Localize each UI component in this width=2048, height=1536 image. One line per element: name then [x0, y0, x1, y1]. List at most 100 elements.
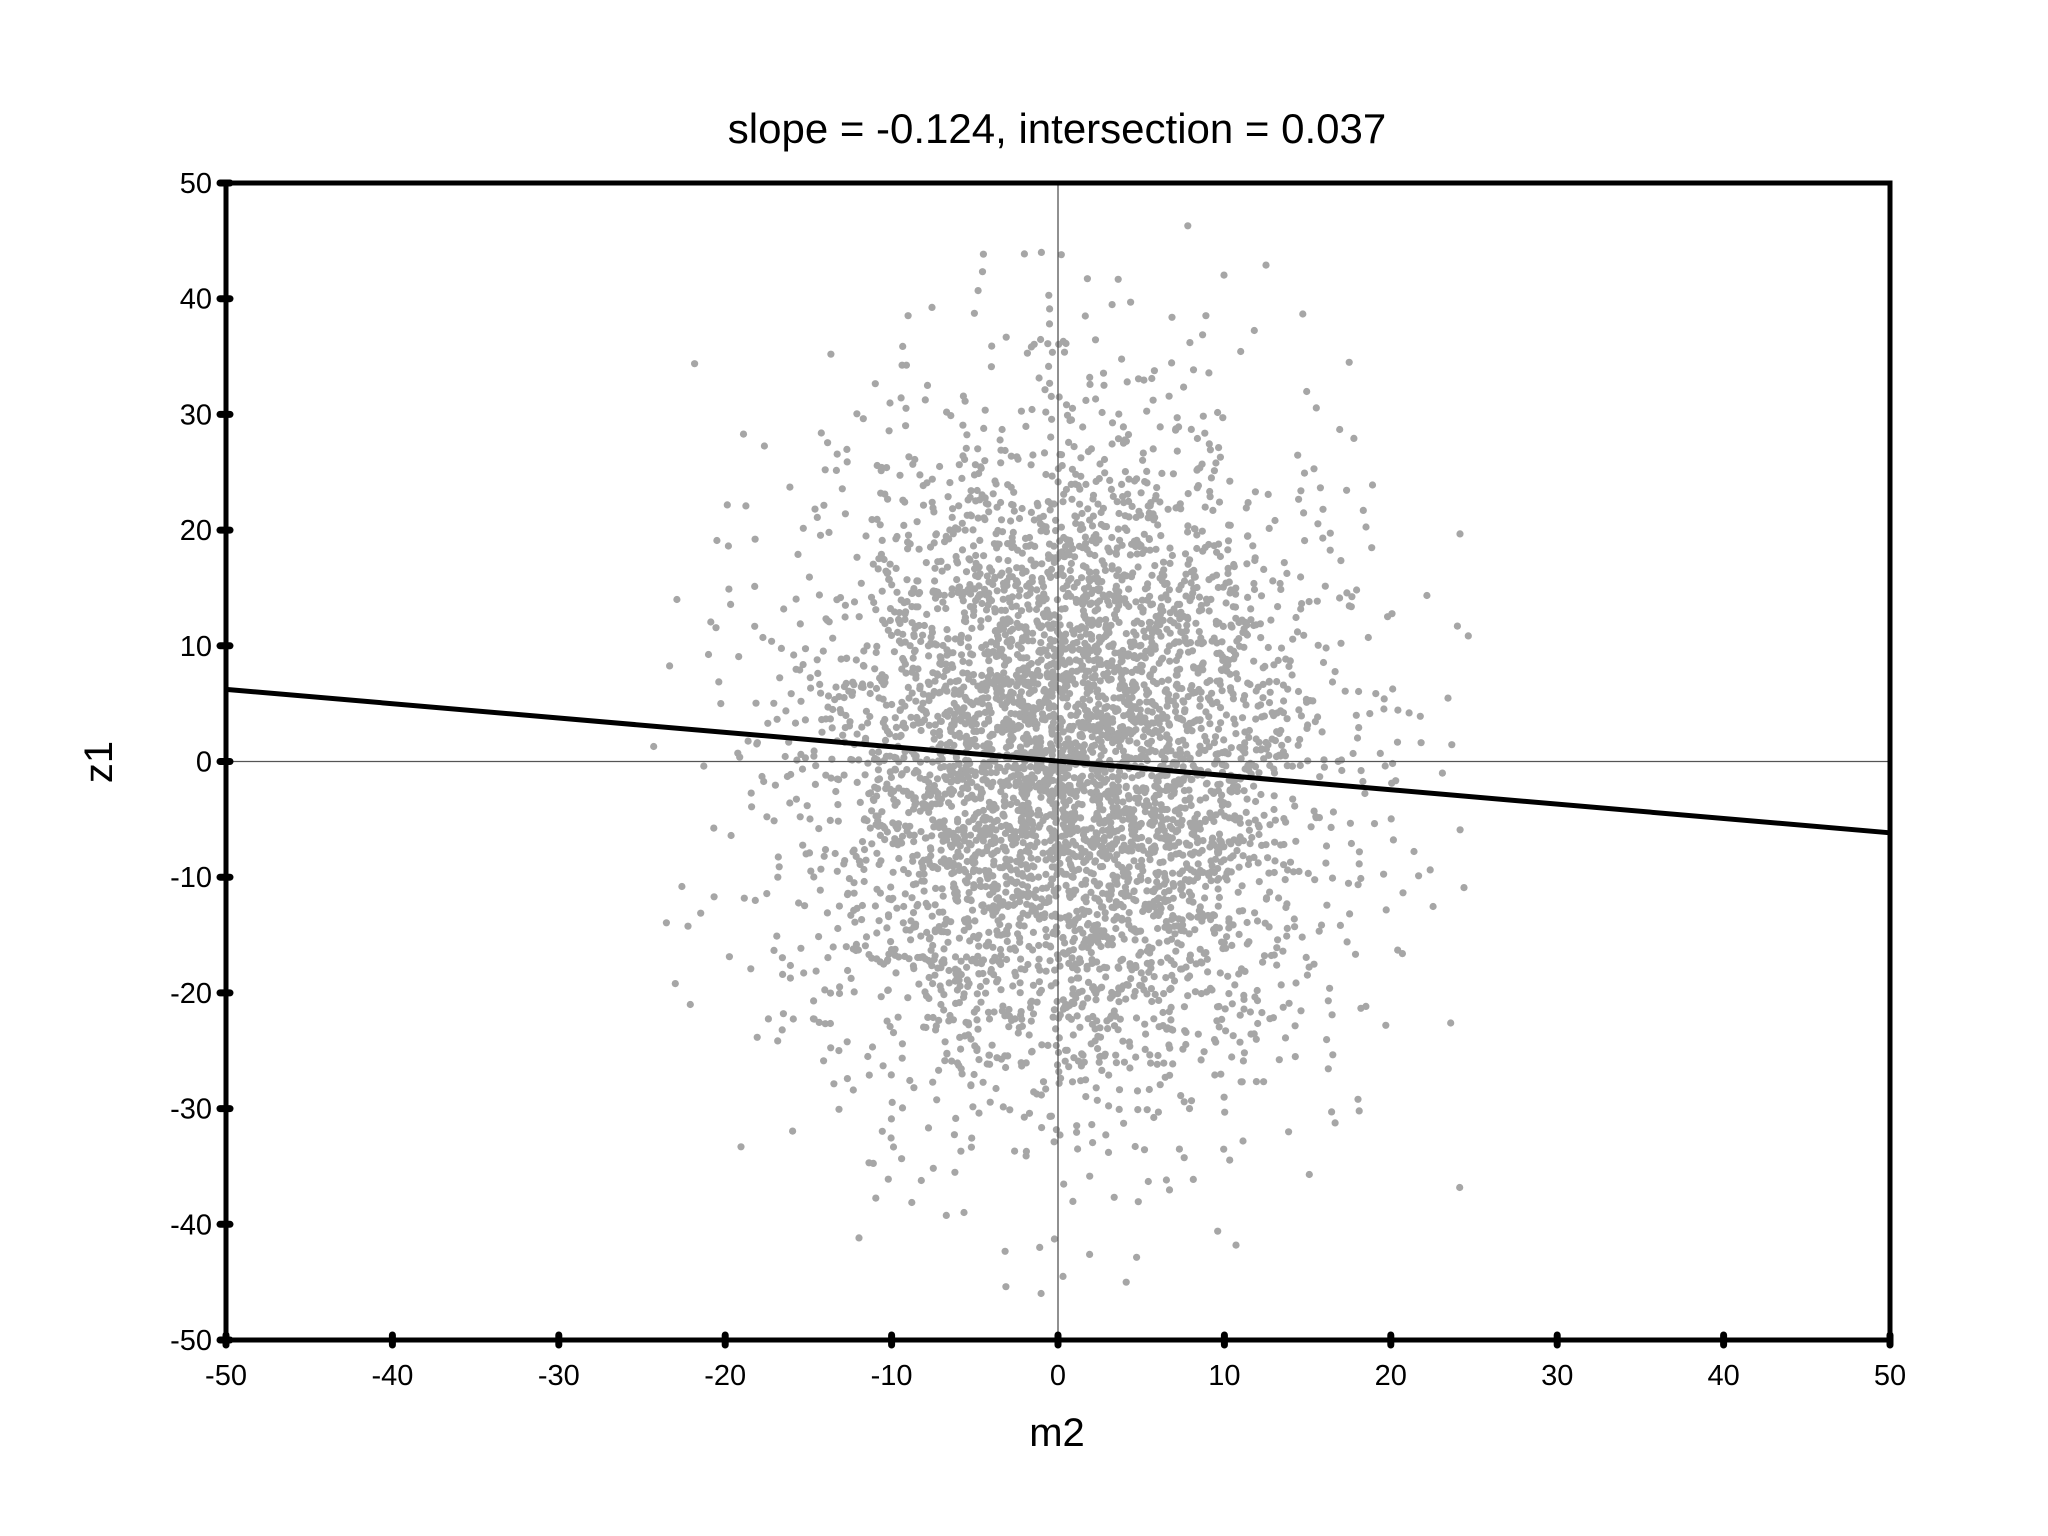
data-point: [1247, 616, 1255, 624]
data-point: [1154, 773, 1162, 781]
data-point: [871, 380, 879, 388]
data-point: [1068, 812, 1076, 820]
data-point: [1315, 927, 1323, 935]
data-point: [1096, 781, 1104, 789]
data-point: [1077, 454, 1085, 462]
data-point: [1223, 933, 1231, 941]
data-point: [943, 1050, 951, 1058]
data-point: [1186, 754, 1194, 762]
data-point: [1262, 261, 1270, 269]
data-point: [1464, 632, 1472, 640]
data-point: [1002, 888, 1010, 896]
data-point: [1175, 652, 1183, 660]
data-point: [1169, 894, 1177, 902]
data-point: [1155, 659, 1163, 667]
data-point: [815, 591, 824, 599]
data-point: [1145, 1085, 1153, 1094]
data-point: [1048, 723, 1056, 731]
data-point: [1150, 794, 1158, 802]
data-point: [1234, 675, 1242, 683]
data-point: [1145, 943, 1153, 951]
data-point: [1090, 835, 1098, 843]
data-point: [1252, 1078, 1260, 1086]
data-point: [1152, 545, 1160, 553]
data-point: [991, 839, 999, 847]
data-point: [1199, 666, 1207, 674]
data-point: [1022, 1147, 1030, 1155]
data-point: [941, 684, 949, 693]
data-point: [928, 800, 936, 808]
data-point: [941, 1057, 949, 1065]
data-point: [751, 622, 759, 630]
data-point: [970, 309, 979, 317]
data-point: [954, 835, 962, 843]
data-point: [1189, 366, 1198, 374]
data-point: [1252, 1035, 1260, 1043]
data-point: [1100, 561, 1108, 569]
data-point: [1190, 525, 1199, 533]
data-point: [1014, 679, 1022, 687]
data-point: [1300, 469, 1309, 477]
data-point: [1226, 1156, 1234, 1164]
data-point: [1120, 499, 1128, 507]
data-point: [986, 815, 994, 823]
data-point: [1313, 597, 1321, 605]
data-point: [1144, 876, 1152, 885]
data-point: [886, 560, 894, 568]
data-point: [1205, 607, 1213, 615]
data-point: [964, 634, 972, 642]
data-point: [1119, 493, 1127, 501]
data-point: [920, 800, 928, 808]
data-point: [921, 396, 929, 404]
data-point: [1094, 500, 1102, 508]
data-point: [1167, 1003, 1175, 1012]
data-point: [1113, 913, 1121, 921]
data-point: [1192, 960, 1200, 968]
data-point: [1094, 1045, 1102, 1053]
data-point: [751, 535, 759, 543]
data-point: [1141, 936, 1149, 944]
data-point: [987, 363, 996, 371]
data-point: [1244, 593, 1252, 602]
data-point: [1047, 500, 1055, 508]
data-point: [801, 716, 810, 724]
data-point: [1044, 340, 1052, 348]
data-point: [821, 1020, 829, 1028]
data-point: [923, 381, 932, 389]
data-point: [896, 471, 904, 479]
data-point: [1222, 944, 1230, 952]
data-point: [965, 818, 973, 826]
data-point: [1017, 848, 1025, 857]
data-point: [1049, 620, 1057, 628]
data-point: [1079, 695, 1087, 703]
data-point: [900, 521, 908, 530]
data-point: [1201, 429, 1209, 437]
data-point: [1215, 444, 1223, 452]
data-point: [993, 978, 1001, 986]
data-point: [1092, 787, 1100, 796]
data-point: [942, 604, 950, 613]
data-point: [751, 582, 759, 591]
data-point: [1012, 782, 1020, 790]
data-point: [1283, 932, 1291, 940]
data-point: [973, 486, 981, 495]
data-point: [922, 775, 930, 784]
data-point: [1146, 856, 1154, 864]
data-point: [835, 1047, 843, 1055]
data-point: [1086, 696, 1094, 704]
data-point: [1229, 1032, 1237, 1040]
data-point: [1270, 868, 1278, 877]
data-point: [1285, 662, 1293, 671]
data-point: [1147, 964, 1155, 972]
data-point: [968, 791, 976, 799]
data-point: [1032, 724, 1040, 732]
data-point: [921, 988, 929, 996]
data-point: [1205, 713, 1213, 721]
data-point: [1267, 616, 1275, 624]
data-point: [727, 831, 735, 840]
data-point: [1243, 795, 1251, 803]
data-point: [1068, 667, 1076, 675]
data-point: [1007, 688, 1015, 696]
data-point: [962, 953, 971, 961]
data-point: [911, 646, 919, 655]
